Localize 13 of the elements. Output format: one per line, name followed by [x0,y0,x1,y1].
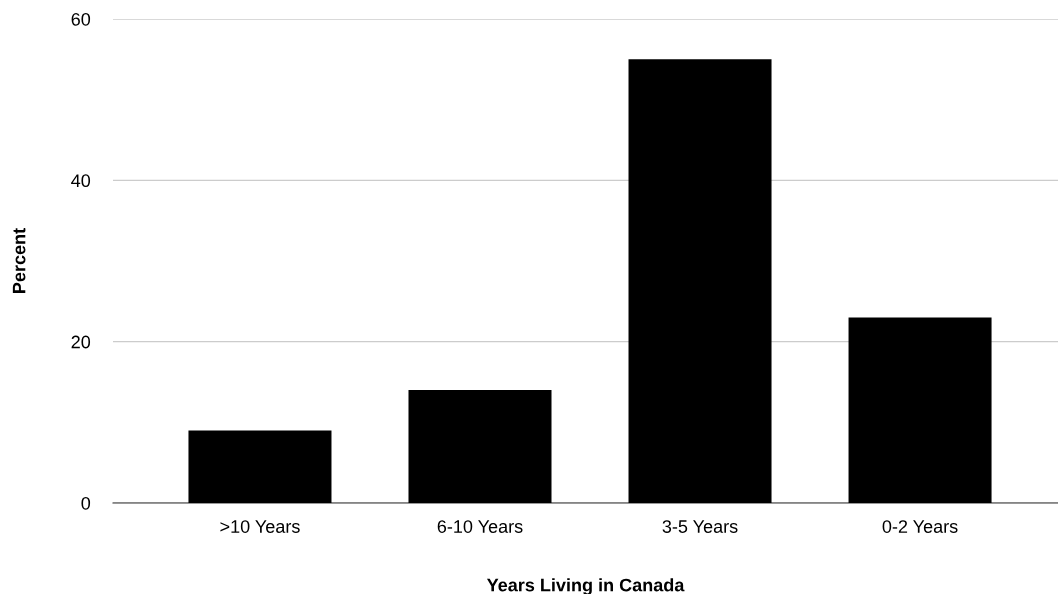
y-tick-label: 0 [81,496,91,510]
y-tick-label: 60 [71,12,91,26]
bar [628,59,772,503]
y-tick-label: 40 [71,174,91,188]
x-tick-label: >10 Years [220,520,300,533]
x-tick-label: 3-5 Years [662,520,738,533]
x-tick-label: 6-10 Years [437,520,523,533]
bar [408,390,552,503]
bar [188,430,332,503]
x-tick-label: 0-2 Years [882,520,958,533]
y-axis-title: Percent [12,228,26,293]
y-tick-label: 20 [71,335,91,349]
bar [848,317,992,503]
